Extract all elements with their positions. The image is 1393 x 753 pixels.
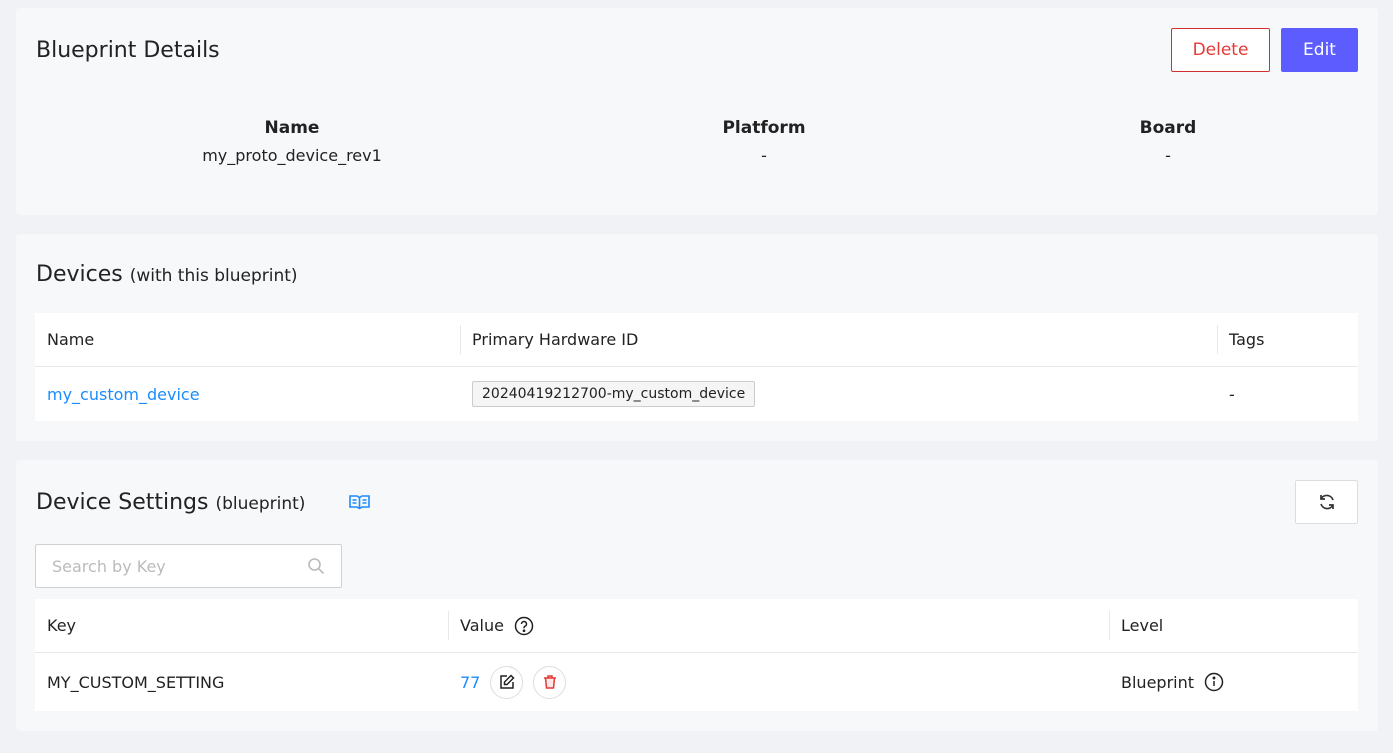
field-value: my_proto_device_rev1 — [202, 146, 382, 165]
edit-setting-button[interactable] — [490, 665, 524, 699]
field-name: Name my_proto_device_rev1 — [92, 118, 492, 165]
devices-title-text: Devices — [36, 262, 123, 287]
settings-subtitle: (blueprint) — [215, 494, 306, 514]
column-header: Value — [460, 616, 504, 635]
trash-icon — [543, 675, 556, 689]
delete-setting-button[interactable] — [533, 665, 567, 699]
hardware-id-tag: 20240419212700-my_custom_device — [472, 381, 756, 407]
settings-table: Key Value Level MY_CUSTOM_SETTING 77 Blu… — [35, 599, 1358, 711]
column-header: Level — [1109, 599, 1163, 652]
devices-subtitle: (with this blueprint) — [129, 266, 298, 286]
devices-card: Devices (with this blueprint) Name Prima… — [16, 234, 1378, 441]
setting-value[interactable]: 77 — [460, 672, 481, 692]
field-value: - — [1165, 146, 1171, 165]
refresh-icon — [1319, 494, 1334, 510]
edit-icon — [500, 674, 515, 689]
field-label: Board — [1139, 118, 1197, 138]
settings-title-text: Device Settings — [36, 490, 209, 515]
field-board: Board - — [968, 118, 1368, 165]
field-label: Platform — [722, 118, 806, 138]
field-value: - — [761, 146, 767, 165]
help-icon[interactable] — [514, 616, 534, 636]
device-link[interactable]: my_custom_device — [47, 384, 200, 404]
setting-level: Blueprint — [1121, 672, 1194, 692]
devices-table: Name Primary Hardware ID Tags my_custom_… — [35, 313, 1358, 421]
devices-title: Devices (with this blueprint) — [36, 262, 298, 287]
table-row: MY_CUSTOM_SETTING 77 Blueprint — [35, 653, 1358, 711]
search-input[interactable]: Search by Key — [35, 544, 342, 588]
column-header: Name — [47, 330, 95, 349]
tags-value: - — [1229, 384, 1235, 404]
setting-key: MY_CUSTOM_SETTING — [47, 672, 225, 692]
table-header: Name Primary Hardware ID Tags — [35, 313, 1358, 367]
refresh-button[interactable] — [1295, 480, 1358, 524]
edit-button[interactable]: Edit — [1281, 28, 1358, 72]
device-settings-card: Device Settings (blueprint) Search by Ke… — [16, 460, 1378, 731]
field-label: Name — [264, 118, 320, 138]
field-platform: Platform - — [564, 118, 964, 165]
settings-title: Device Settings (blueprint) — [36, 490, 305, 515]
column-header: Key — [47, 616, 77, 635]
column-header: Tags — [1217, 313, 1264, 366]
table-header: Key Value Level — [35, 599, 1358, 653]
search-placeholder: Search by Key — [52, 557, 166, 576]
info-icon[interactable] — [1204, 672, 1224, 692]
page-title: Blueprint Details — [36, 38, 220, 63]
blueprint-details-card: Blueprint Details Delete Edit Name my_pro… — [16, 8, 1378, 215]
delete-button[interactable]: Delete — [1171, 28, 1270, 72]
search-icon — [308, 558, 325, 575]
table-row: my_custom_device 20240419212700-my_custo… — [35, 367, 1358, 421]
docs-book-icon[interactable] — [349, 494, 370, 514]
column-header: Primary Hardware ID — [460, 313, 638, 366]
